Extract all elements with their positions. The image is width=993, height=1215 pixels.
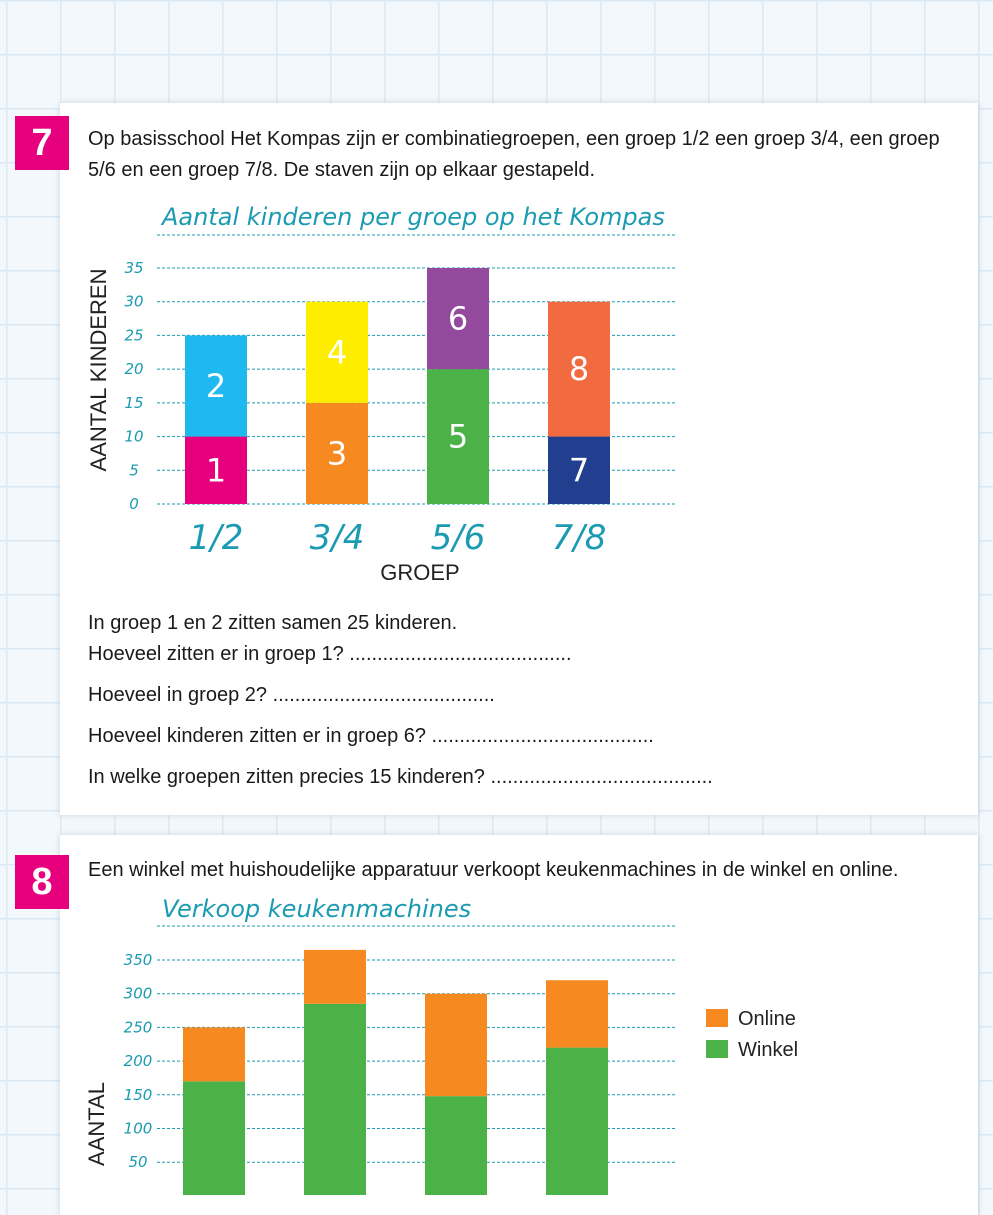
chart-title: Verkoop keukenmachines: [162, 895, 471, 923]
bar-segment: [306, 402, 368, 504]
segment-label: 2: [206, 367, 226, 405]
question-groep-6[interactable]: Hoeveel kinderen zitten er in groep 6? .…: [88, 725, 654, 747]
chart-title: Aantal kinderen per groep op het Kompas: [160, 203, 665, 231]
legend-label: Online: [738, 1008, 796, 1030]
y-tick-label: 30: [124, 293, 143, 311]
question-groep-1[interactable]: Hoeveel zitten er in groep 1? ..........…: [88, 643, 572, 665]
y-tick-label: 300: [124, 985, 153, 1003]
legend-label: Winkel: [738, 1039, 798, 1061]
y-tick-label: 350: [124, 951, 153, 969]
y-tick-label: 10: [124, 428, 143, 446]
y-axis-label: AANTAL KINDEREN: [86, 269, 111, 472]
x-axis-label: GROEP: [380, 560, 459, 585]
bar-segment: [427, 369, 489, 504]
x-category-label: 3/4: [310, 518, 365, 558]
y-tick-label: 150: [124, 1086, 153, 1104]
bar-segment: [306, 301, 368, 403]
question-15-kinderen[interactable]: In welke groepen zitten precies 15 kinde…: [88, 766, 713, 788]
y-tick-label: 100: [124, 1120, 153, 1138]
segment-label: 6: [448, 300, 468, 338]
x-category-label: 1/2: [189, 518, 244, 558]
exercise-number-badge: 8: [15, 855, 69, 909]
y-tick-label: 50: [128, 1153, 147, 1171]
exercise-8-intro: Een winkel met huishoudelijke apparatuur…: [88, 859, 899, 881]
x-category-label: 7/8: [552, 518, 607, 558]
y-tick-label: 0: [129, 495, 139, 513]
segment-label: 5: [448, 418, 468, 456]
bar-segment: [304, 949, 366, 1004]
bar-segment: [546, 1047, 608, 1195]
bar-segment: [548, 301, 610, 437]
y-tick-label: 20: [124, 360, 143, 378]
bar-segment: [548, 436, 610, 504]
question-statement: In groep 1 en 2 zitten samen 25 kinderen…: [88, 612, 458, 634]
bar-segment: [185, 335, 247, 437]
y-tick-label: 35: [124, 259, 143, 277]
exercise-7-intro: Op basisschool Het Kompas zijn er combin…: [88, 128, 940, 181]
legend-swatch: [706, 1009, 728, 1027]
y-tick-label: 5: [129, 461, 139, 479]
bar-segment: [425, 1096, 487, 1195]
y-tick-label: 25: [124, 326, 143, 344]
bar-segment: [185, 436, 247, 504]
segment-label: 8: [569, 350, 589, 388]
bar-segment: [427, 268, 489, 370]
y-tick-label: 250: [124, 1018, 153, 1036]
y-axis-label: AANTAL: [84, 1082, 109, 1166]
bar-segment: [183, 1081, 245, 1195]
segment-label: 4: [327, 333, 347, 371]
bar-segment: [183, 1027, 245, 1082]
legend-swatch: [706, 1040, 728, 1058]
y-tick-label: 15: [124, 394, 143, 412]
x-category-label: 5/6: [431, 518, 486, 558]
segment-label: 1: [206, 451, 226, 489]
segment-label: 3: [327, 434, 347, 472]
bar-segment: [304, 1003, 366, 1195]
exercise-number-badge: 7: [15, 116, 69, 170]
bar-segment: [425, 993, 487, 1097]
question-groep-2[interactable]: Hoeveel in groep 2? ....................…: [88, 684, 495, 706]
bar-segment: [546, 980, 608, 1048]
y-tick-label: 200: [124, 1052, 153, 1070]
segment-label: 7: [569, 451, 589, 489]
